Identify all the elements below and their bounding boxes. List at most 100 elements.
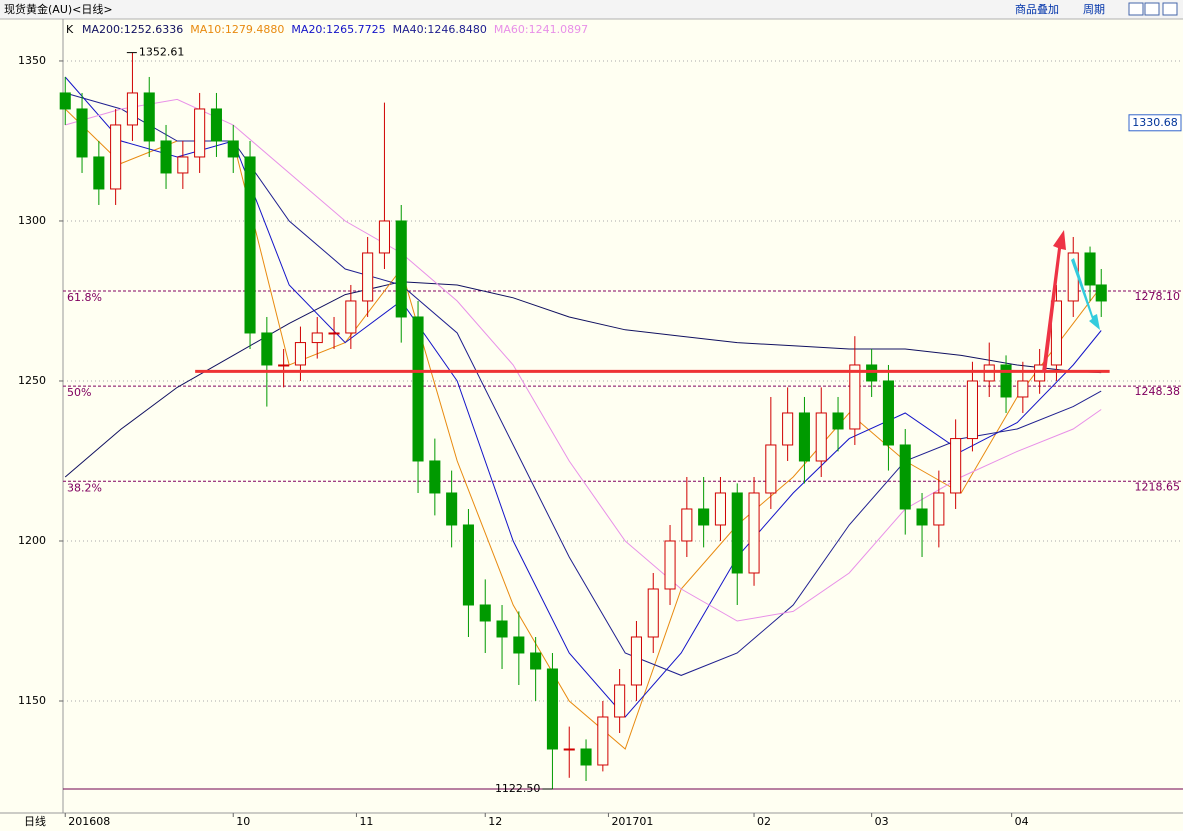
plot: 1150 1200 1250 1300 1350 201608 10 11 12 201701 02…: [18, 23, 1183, 828]
candle-body: [1034, 364, 1046, 382]
candle-body: [110, 124, 122, 190]
candle-body: [462, 524, 474, 606]
candle-body: [59, 92, 71, 110]
x-tick-label: 12: [488, 815, 502, 828]
candle-body: [849, 364, 861, 430]
candle-body: [513, 636, 525, 654]
fib-value: 1218.65: [1135, 480, 1181, 493]
candle-body: [227, 140, 239, 158]
candle-body: [177, 156, 189, 174]
candle-body: [362, 252, 374, 302]
y-tick-label: 1250: [18, 374, 46, 387]
x-tick-label: 201701: [611, 815, 653, 828]
candle-body: [866, 364, 878, 382]
candle-body: [76, 108, 88, 158]
y-tick-label: 1350: [18, 54, 46, 67]
x-tick-label: 04: [1015, 815, 1029, 828]
toolbar-title: 现货黄金(AU)<日线>: [4, 2, 113, 16]
candle-body: [748, 492, 760, 574]
nav-end[interactable]: [1162, 2, 1178, 16]
ma-legend: MA200:1252.6336: [82, 23, 183, 36]
candle-body: [143, 92, 155, 142]
candle-body: [126, 92, 138, 126]
x-tick-label: 03: [875, 815, 889, 828]
y-tick-label: 1300: [18, 214, 46, 227]
candle-body: [412, 316, 424, 462]
period-label: 日线: [24, 814, 46, 828]
candle-body: [630, 636, 642, 686]
candle-body: [210, 108, 222, 142]
x-tick-label: 02: [757, 815, 771, 828]
candle-body: [916, 508, 928, 526]
fib-name: 61.8%: [67, 291, 102, 304]
candle-body: [882, 380, 894, 446]
candle-body: [328, 332, 340, 335]
candle-body: [496, 620, 508, 638]
candle-body: [395, 220, 407, 318]
candle-body: [311, 332, 323, 344]
candle-body: [664, 540, 676, 590]
up-arrow: [1042, 230, 1066, 373]
candle-body: [378, 220, 390, 254]
candle-body: [681, 508, 693, 542]
indicator-label: K: [66, 23, 74, 36]
candle-body: [446, 492, 458, 526]
candle-body: [429, 460, 441, 494]
fib-value: 1248.38: [1135, 385, 1181, 398]
candle-body: [1050, 300, 1062, 366]
overlay-button[interactable]: 商品叠加: [1015, 2, 1059, 16]
candle-body: [261, 332, 273, 366]
candle-body: [580, 748, 592, 766]
candle-body: [782, 412, 794, 446]
ma-line: [64, 281, 1102, 478]
nav-left[interactable]: [1128, 2, 1144, 16]
period-button[interactable]: 周期: [1083, 3, 1105, 16]
y-tick-label: 1150: [18, 694, 46, 707]
candle-body: [244, 156, 256, 334]
fib-name: 50%: [67, 386, 91, 399]
down-arrow: [1071, 258, 1100, 330]
candle-body: [832, 412, 844, 430]
candle-body: [933, 492, 945, 526]
ma-legend: MA10:1279.4880: [190, 23, 284, 36]
ma-legend: MA60:1241.0897: [494, 23, 588, 36]
annotation: 1352.61: [139, 46, 185, 59]
annotation: 1122.50: [495, 782, 541, 795]
nav-right[interactable]: [1144, 2, 1160, 16]
nav-icons: [1128, 2, 1178, 16]
candle-body: [815, 412, 827, 462]
candle-body: [950, 438, 962, 494]
fib-value: 1278.10: [1135, 290, 1181, 303]
candle-body: [160, 140, 172, 174]
candle-body: [194, 108, 206, 158]
candle-body: [563, 748, 575, 751]
toolbar: [0, 0, 1183, 19]
candle-body: [530, 652, 542, 670]
candle-body: [731, 492, 743, 574]
candle-body: [714, 492, 726, 526]
candle-body: [983, 364, 995, 382]
price-tag: 1330.68: [1132, 116, 1178, 129]
candle-body: [546, 668, 558, 750]
candle-body: [899, 444, 911, 510]
candle-body: [698, 508, 710, 526]
candle-body: [966, 380, 978, 440]
candle-body: [798, 412, 810, 462]
candle-body: [294, 342, 306, 366]
candle-body: [614, 684, 626, 718]
candle-body: [1084, 252, 1096, 286]
fib-name: 38.2%: [67, 481, 102, 494]
candle-body: [647, 588, 659, 638]
candle-body: [479, 604, 491, 622]
price-tag-box: [1128, 114, 1182, 132]
x-tick-label: 10: [236, 815, 250, 828]
ma-legend: MA20:1265.7725: [291, 23, 385, 36]
candle-body: [597, 716, 609, 766]
candle-body: [345, 300, 357, 334]
ma-legend: MA40:1246.8480: [393, 23, 487, 36]
candle-body: [278, 364, 290, 367]
candle-body: [93, 156, 105, 190]
x-tick-label: 11: [359, 815, 373, 828]
